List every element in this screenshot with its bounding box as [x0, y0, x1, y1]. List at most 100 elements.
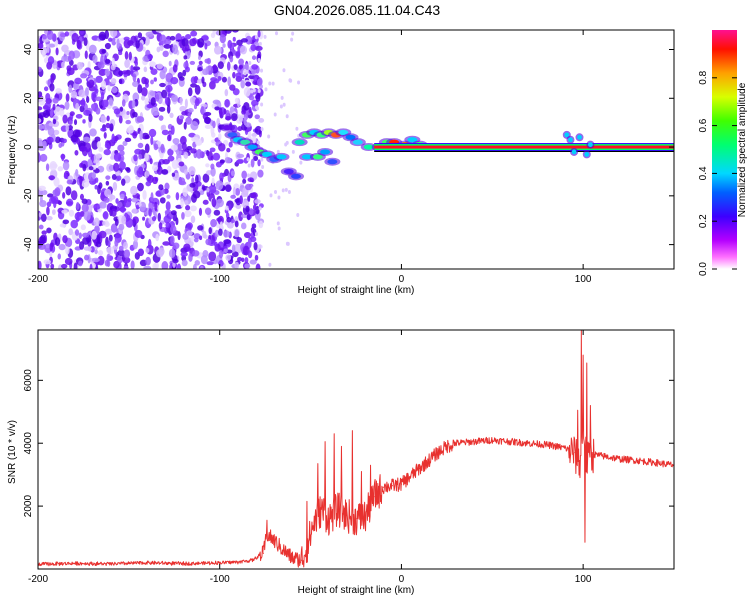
heatmap-noise-cell — [212, 64, 217, 71]
heatmap-noise-cell — [214, 229, 220, 238]
heatmap-noise-cell — [75, 202, 80, 210]
snr-point — [586, 461, 588, 463]
heatmap-noise-cell — [167, 86, 171, 97]
heatmap-noise-cell — [253, 155, 259, 162]
spectrogram-y-label: Frequency (Hz) — [7, 116, 18, 185]
heatmap-noise-cell — [242, 68, 248, 76]
heatmap-noise-cell — [38, 66, 43, 73]
heatmap-noise-cell — [111, 174, 117, 181]
heatmap-noise-cell — [282, 102, 286, 107]
heatmap-noise-cell — [41, 230, 47, 235]
heatmap-noise-cell — [191, 177, 195, 185]
heatmap-noise-cell — [183, 243, 191, 252]
heatmap-noise-cell — [235, 204, 242, 210]
heatmap-noise-cell — [232, 71, 236, 79]
heatmap-noise-cell — [137, 182, 144, 192]
heatmap-noise-cell — [104, 228, 113, 235]
heatmap-noise-cell — [224, 89, 229, 97]
heatmap-noise-cell — [95, 75, 103, 84]
heatmap-blob — [312, 154, 323, 160]
heatmap-noise-cell — [68, 209, 75, 217]
heatmap-blob — [301, 154, 312, 160]
heatmap-noise-cell — [92, 54, 98, 64]
heatmap-noise-cell — [91, 230, 97, 240]
heatmap-noise-cell — [150, 79, 154, 85]
heatmap-noise-cell — [170, 76, 179, 85]
heatmap-noise-cell — [199, 190, 205, 196]
snr-point — [355, 518, 357, 520]
heatmap-noise-cell — [167, 155, 175, 162]
heatmap-noise-cell — [196, 149, 203, 159]
heatmap-noise-cell — [119, 150, 125, 157]
heatmap-noise-cell — [149, 158, 153, 165]
snr-point — [373, 496, 375, 498]
heatmap-noise-cell — [163, 43, 172, 49]
heatmap-noise-cell — [107, 240, 111, 247]
heatmap-noise-cell — [123, 249, 131, 259]
heatmap-noise-cell — [81, 180, 90, 188]
heatmap-noise-cell — [70, 190, 78, 201]
heatmap-noise-cell — [83, 210, 91, 221]
heatmap-noise-cell — [73, 262, 78, 269]
heatmap-noise-cell — [210, 167, 216, 177]
heatmap-noise-cell — [103, 149, 111, 156]
heatmap-noise-cell — [59, 107, 65, 117]
heatmap-noise-cell — [240, 213, 248, 219]
heatmap-noise-cell — [197, 38, 205, 48]
heatmap-noise-cell — [80, 73, 88, 79]
heatmap-noise-cell — [113, 152, 122, 162]
heatmap-noise-cell — [285, 114, 289, 119]
heatmap-noise-cell — [184, 43, 190, 52]
heatmap-noise-cell — [113, 260, 120, 269]
heatmap-noise-cell — [122, 140, 128, 147]
snr-point — [618, 458, 621, 460]
heatmap-noise-cell — [76, 137, 81, 145]
heatmap-noise-cell — [62, 192, 66, 199]
heatmap-blob — [320, 149, 331, 155]
heatmap-noise-cell — [110, 223, 118, 233]
heatmap-noise-cell — [160, 143, 165, 154]
heatmap-noise-cell — [80, 224, 86, 231]
heatmap-noise-cell — [67, 55, 72, 62]
heatmap-noise-cell — [53, 129, 60, 136]
heatmap-noise-cell — [142, 216, 146, 221]
heatmap-burst — [577, 134, 582, 140]
heatmap-noise-cell — [250, 192, 258, 199]
heatmap-noise-cell — [238, 64, 244, 70]
heatmap-noise-cell — [44, 243, 52, 248]
heatmap-noise-cell — [52, 103, 56, 111]
heatmap-noise-cell — [244, 122, 252, 128]
heatmap-noise-cell — [155, 233, 160, 242]
heatmap-noise-cell — [144, 152, 149, 162]
heatmap-noise-cell — [230, 170, 235, 177]
heatmap-noise-cell — [147, 54, 154, 60]
heatmap-blob — [294, 139, 305, 145]
heatmap-burst — [568, 137, 573, 143]
heatmap-noise-cell — [117, 144, 125, 152]
x-tick-label: 0 — [399, 574, 405, 585]
heatmap-noise-cell — [239, 45, 248, 55]
heatmap-noise-cell — [130, 185, 138, 196]
heatmap-noise-cell — [257, 159, 261, 167]
heatmap-noise-cell — [52, 97, 59, 104]
heatmap-noise-cell — [187, 108, 194, 113]
heatmap-noise-cell — [211, 132, 216, 138]
heatmap-noise-cell — [264, 87, 268, 92]
heatmap-noise-cell — [62, 161, 70, 171]
heatmap-noise-cell — [231, 244, 236, 253]
heatmap-blob — [261, 151, 272, 157]
heatmap-blob — [338, 129, 349, 136]
heatmap-noise-cell — [245, 70, 249, 75]
heatmap-noise-cell — [103, 197, 110, 203]
heatmap-noise-cell — [156, 249, 164, 258]
heatmap-noise-cell — [172, 242, 180, 250]
heatmap-noise-cell — [118, 51, 123, 56]
heatmap-noise-cell — [159, 44, 164, 51]
heatmap-noise-cell — [235, 72, 242, 79]
heatmap-noise-cell — [168, 60, 172, 67]
heatmap-noise-cell — [261, 165, 265, 170]
heatmap-noise-cell — [158, 184, 164, 191]
heatmap-noise-cell — [95, 241, 102, 248]
heatmap-noise-cell — [281, 188, 285, 193]
snr-point — [446, 445, 448, 447]
